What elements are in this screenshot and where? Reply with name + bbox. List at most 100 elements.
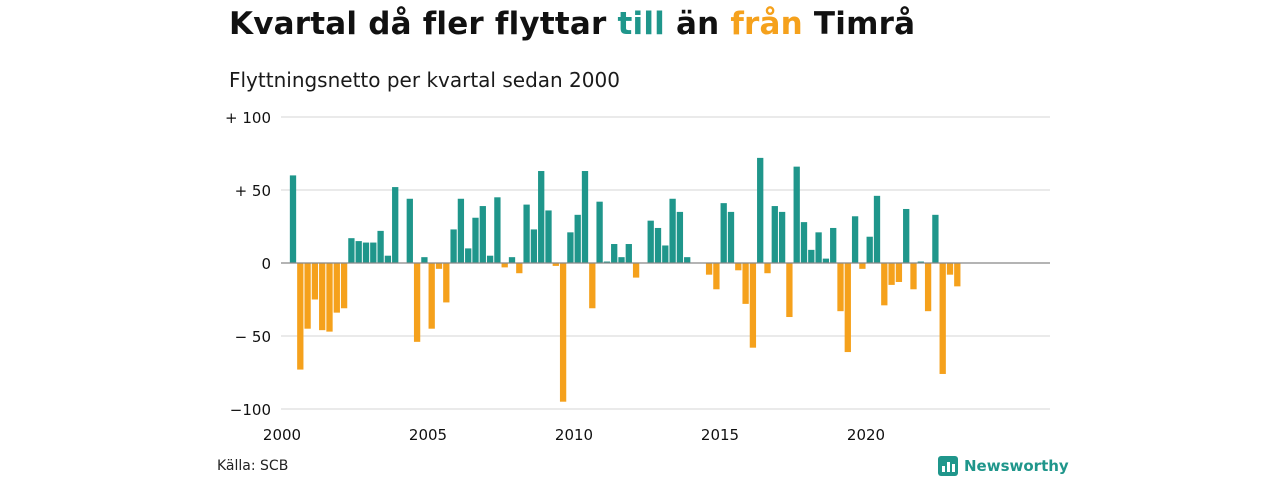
bar	[530, 229, 538, 263]
bar	[340, 263, 348, 309]
bar	[764, 263, 771, 274]
bar	[319, 263, 326, 331]
bar	[370, 242, 377, 263]
bar	[815, 232, 822, 263]
title-part-3: Timrå	[802, 6, 916, 42]
bar	[808, 249, 815, 263]
grid-layer	[281, 116, 1050, 410]
brand-logo[interactable]: Newsworthy	[938, 456, 1069, 476]
brand-name: Newsworthy	[964, 457, 1069, 475]
bar	[859, 263, 866, 269]
title-part-2: än	[664, 6, 731, 42]
bar	[954, 263, 961, 287]
bars-layer	[289, 157, 961, 402]
bar	[494, 197, 501, 263]
bar	[684, 257, 691, 263]
bar	[632, 263, 640, 278]
bar	[355, 241, 362, 263]
bar	[574, 214, 581, 263]
bar	[669, 198, 676, 263]
chart-title: Kvartal då fler flyttar till än från Tim…	[229, 6, 915, 42]
bar	[377, 230, 384, 263]
bar	[895, 263, 903, 282]
bar	[881, 263, 888, 306]
bar	[538, 171, 545, 263]
bar	[479, 206, 486, 263]
bar	[713, 263, 720, 290]
bar	[508, 257, 516, 263]
bar	[523, 204, 530, 263]
bar	[844, 263, 851, 353]
bar	[625, 244, 632, 263]
bar	[910, 263, 917, 290]
bar	[457, 198, 465, 263]
bar	[428, 263, 435, 329]
bar	[472, 217, 479, 263]
bar	[297, 263, 304, 370]
title-till: till	[617, 6, 665, 42]
bar	[676, 211, 684, 263]
source-note: Källa: SCB	[217, 458, 289, 474]
bar	[304, 263, 311, 329]
bar	[822, 258, 830, 263]
bar	[486, 255, 494, 263]
y-tick-label: 0	[261, 255, 271, 273]
bar	[720, 203, 727, 263]
bar	[851, 216, 859, 263]
x-axis-labels: 2000 2005 2010 2015 2020	[263, 426, 885, 444]
bar	[589, 263, 596, 309]
bar	[939, 263, 946, 374]
bar	[384, 255, 392, 263]
bar	[705, 263, 713, 275]
bar	[392, 187, 399, 263]
x-tick-label: 2000	[263, 426, 301, 444]
bar	[888, 263, 895, 285]
y-tick-label: + 100	[225, 109, 271, 127]
x-tick-label: 2020	[847, 426, 885, 444]
bar	[406, 198, 413, 263]
bar	[311, 263, 319, 300]
bar	[581, 171, 589, 263]
bar	[333, 263, 340, 313]
x-tick-label: 2010	[555, 426, 593, 444]
bar	[793, 166, 800, 263]
bar	[567, 232, 574, 263]
bar	[647, 220, 654, 263]
bar	[866, 236, 873, 263]
bar	[946, 263, 954, 275]
bar	[501, 263, 508, 268]
bar	[749, 263, 757, 348]
bar	[603, 261, 611, 263]
bar	[435, 263, 443, 269]
bar	[800, 222, 808, 263]
bar	[443, 263, 450, 303]
x-tick-label: 2015	[701, 426, 739, 444]
bar	[903, 208, 910, 263]
bar	[559, 263, 567, 402]
bar	[727, 211, 735, 263]
chart-subtitle: Flyttningsnetto per kvartal sedan 2000	[229, 68, 620, 92]
bar	[545, 210, 552, 263]
y-tick-label: −100	[230, 401, 271, 419]
bar	[873, 195, 881, 263]
y-tick-label: + 50	[235, 182, 271, 200]
bar	[348, 238, 355, 263]
bar-chart-logo-icon	[938, 456, 958, 476]
bar	[786, 263, 793, 318]
bar	[326, 263, 333, 332]
title-part-1: Kvartal då fler flyttar	[229, 6, 618, 42]
y-axis-labels: + 100 + 50 0 − 50 −100	[225, 109, 271, 419]
bar	[289, 175, 297, 263]
bar	[654, 227, 662, 263]
bar	[757, 157, 764, 263]
x-tick-label: 2005	[409, 426, 447, 444]
y-tick-label: − 50	[235, 328, 271, 346]
bar	[771, 206, 778, 263]
bar	[596, 201, 603, 263]
bar	[611, 244, 618, 263]
bar	[932, 214, 939, 263]
bar	[830, 227, 837, 263]
bar	[735, 263, 742, 271]
bar	[924, 263, 932, 312]
